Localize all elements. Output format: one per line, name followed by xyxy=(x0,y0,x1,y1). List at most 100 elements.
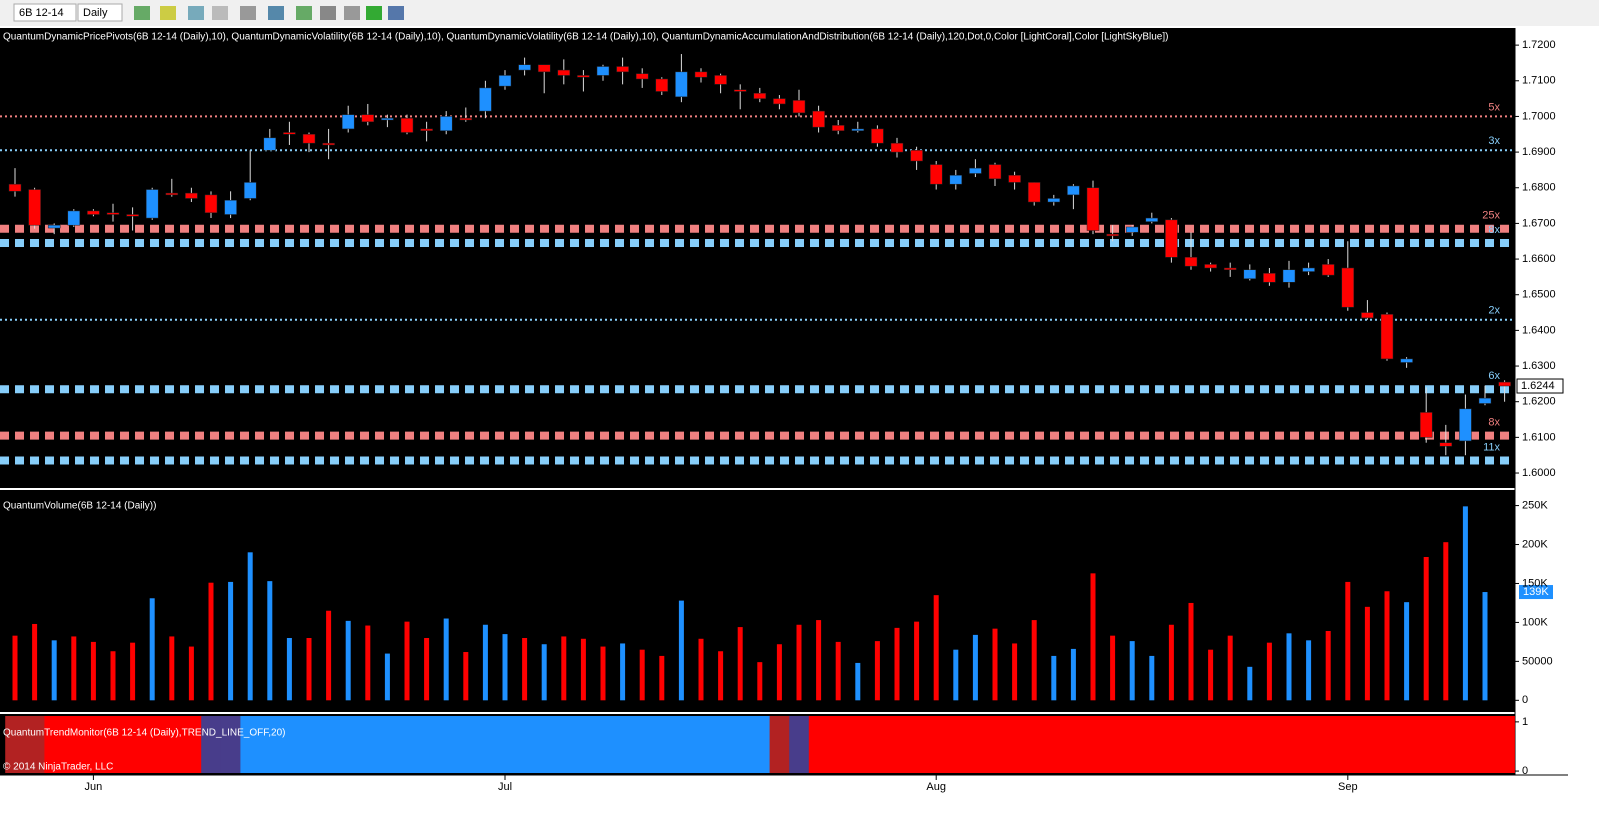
candle-body xyxy=(557,69,571,76)
y-tick-label: 1.6900 xyxy=(1522,146,1556,158)
candle-body xyxy=(1204,264,1217,269)
trend-bar xyxy=(1122,716,1143,773)
indicator-title: QuantumTrendMonitor(6B 12-14 (Daily),TRE… xyxy=(3,728,286,739)
trend-bar xyxy=(671,716,692,773)
candle-body xyxy=(655,78,669,92)
candle-body xyxy=(204,194,218,213)
candle-body xyxy=(694,71,708,78)
y-tick-label: 1.7000 xyxy=(1522,110,1556,122)
y-tick-label: 1.6000 xyxy=(1522,467,1556,479)
icon[interactable] xyxy=(388,6,404,20)
level-label: 8x xyxy=(1488,224,1500,236)
candle-body xyxy=(1086,187,1100,231)
y-tick-label: 0 xyxy=(1522,765,1528,777)
icon[interactable] xyxy=(160,6,176,20)
icon[interactable] xyxy=(344,6,360,20)
toolbar xyxy=(0,0,1599,26)
volume-tag-label: 139K xyxy=(1523,586,1549,598)
candle-body xyxy=(1439,442,1453,447)
trend-bar xyxy=(1024,716,1045,773)
trend-bar xyxy=(240,716,261,773)
candle-body xyxy=(910,150,923,162)
volume-bar xyxy=(1031,620,1037,701)
candle-body xyxy=(675,71,688,98)
trend-bar xyxy=(397,716,418,773)
icon[interactable] xyxy=(320,6,336,20)
trend-bar xyxy=(593,716,614,773)
trend-bar xyxy=(1416,716,1437,773)
trend-bar xyxy=(946,716,967,773)
trend-bar xyxy=(750,716,771,773)
trend-bar xyxy=(691,716,712,773)
candle-body xyxy=(969,167,982,174)
icon[interactable] xyxy=(134,6,150,20)
period-selector[interactable] xyxy=(77,3,123,22)
candle-body xyxy=(87,210,100,215)
level-label: 5x xyxy=(1488,101,1500,113)
trend-bar xyxy=(926,716,947,773)
y-tick-label: 1.7200 xyxy=(1522,39,1556,51)
volume-bar xyxy=(424,638,430,701)
level-label: 3x xyxy=(1488,135,1500,147)
candle-body xyxy=(263,137,277,151)
trend-bar xyxy=(122,716,143,773)
trend-bar xyxy=(220,716,241,773)
icon[interactable] xyxy=(212,6,228,20)
trend-bar xyxy=(103,716,124,773)
y-tick-label: 1.6500 xyxy=(1522,289,1556,301)
icon[interactable] xyxy=(366,6,382,20)
icon[interactable] xyxy=(188,6,204,20)
volume-bar xyxy=(992,628,998,701)
volume-bar xyxy=(933,595,939,701)
volume-bar xyxy=(972,634,978,701)
y-tick-label: 1.6700 xyxy=(1522,217,1556,229)
icon[interactable] xyxy=(268,6,284,20)
volume-bar xyxy=(1423,556,1429,701)
y-tick-label: 1.6100 xyxy=(1522,431,1556,443)
candle-body xyxy=(1184,257,1198,267)
volume-bar xyxy=(267,581,273,701)
candle-body xyxy=(283,132,296,135)
trend-bar xyxy=(1142,716,1163,773)
candle-body xyxy=(341,114,355,130)
volume-bar xyxy=(169,636,175,701)
instrument-selector[interactable] xyxy=(13,3,77,22)
trend-bar xyxy=(44,716,65,773)
trend-bar xyxy=(985,716,1006,773)
trend-bar xyxy=(965,716,986,773)
candle-body xyxy=(165,192,179,196)
candle-body xyxy=(185,192,198,199)
trend-bar xyxy=(1338,716,1359,773)
volume-bar xyxy=(1149,655,1155,701)
candle-body xyxy=(518,64,531,71)
volume-bar xyxy=(1070,648,1076,701)
candle-body xyxy=(1223,267,1237,271)
volume-bar xyxy=(796,624,802,701)
volume-bar xyxy=(816,620,822,701)
candle-body xyxy=(145,189,159,219)
volume-bar xyxy=(482,624,488,701)
candle-body xyxy=(28,189,41,226)
candle-body xyxy=(224,199,237,215)
trend-bar xyxy=(5,716,26,773)
volume-bar xyxy=(365,625,371,701)
trend-bar xyxy=(1475,716,1496,773)
x-tick-label: Jun xyxy=(85,781,103,793)
candle-body xyxy=(890,142,904,153)
volume-bar xyxy=(384,653,390,701)
volume-bar xyxy=(1462,506,1468,701)
candle-body xyxy=(420,128,433,131)
volume-bar xyxy=(463,652,469,701)
trend-bar xyxy=(730,716,751,773)
candle-body xyxy=(577,75,590,78)
volume-bar xyxy=(1168,624,1174,701)
icon[interactable] xyxy=(240,6,256,20)
volume-bar xyxy=(1364,606,1370,701)
trend-bar xyxy=(1494,716,1515,773)
volume-bar xyxy=(639,649,645,701)
y-tick-label: 100K xyxy=(1522,616,1548,628)
trend-bar xyxy=(495,716,516,773)
volume-bar xyxy=(561,636,567,701)
icon[interactable] xyxy=(296,6,312,20)
